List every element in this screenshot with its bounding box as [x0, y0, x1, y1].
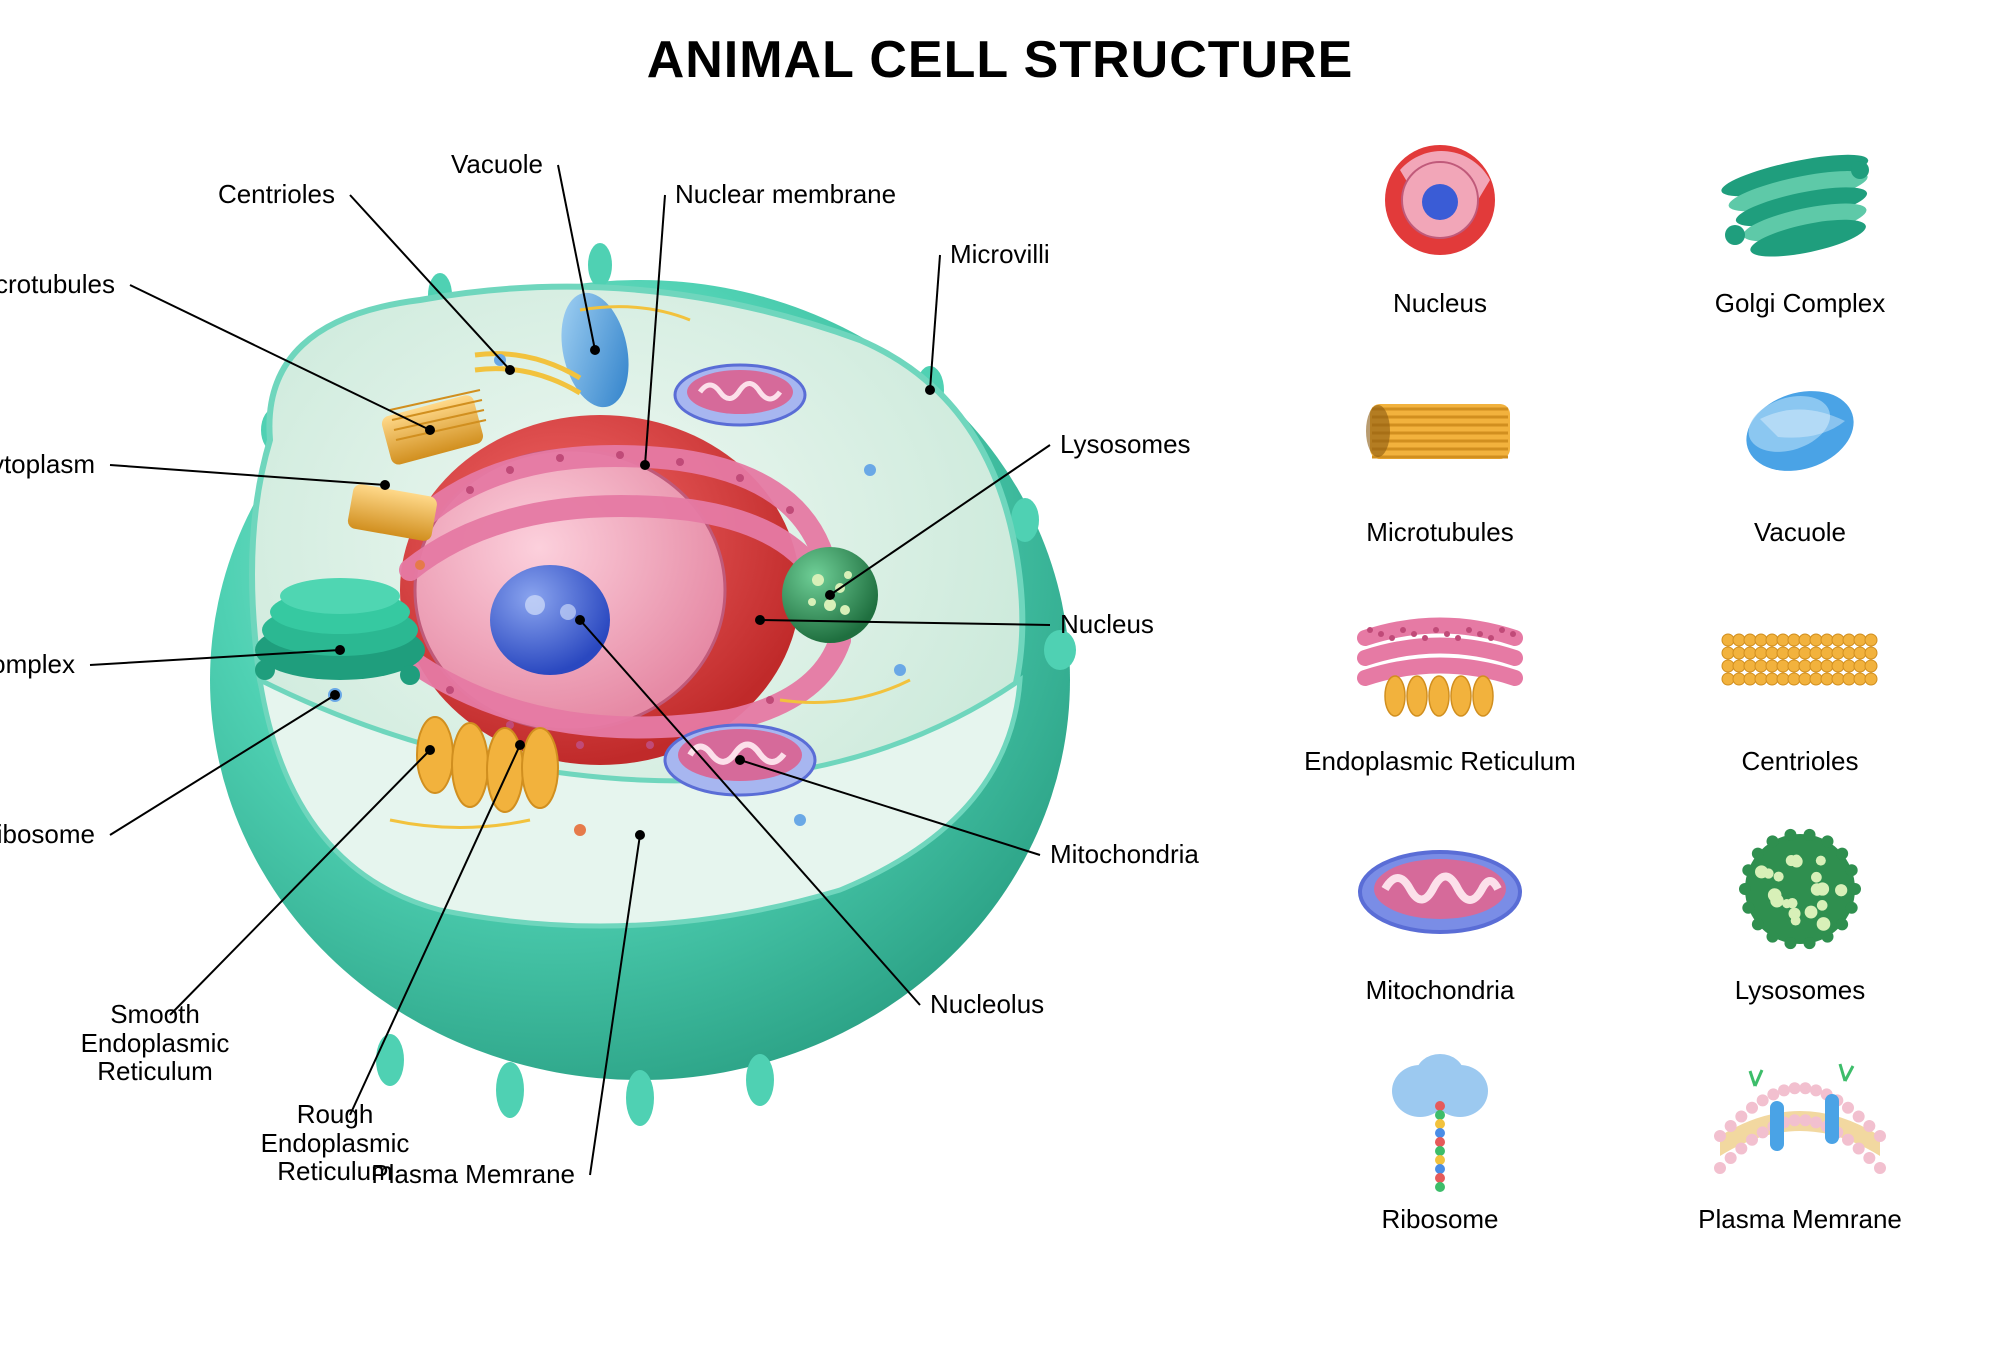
- callout-microtubules: Microtubules: [0, 270, 115, 299]
- plasma-icon: [1700, 1036, 1900, 1196]
- nucleus-icon: [1340, 120, 1540, 280]
- callout-nucleolus-label: Nucleolus: [930, 990, 1044, 1019]
- callout-mitochondria: Mitochondria: [1050, 840, 1199, 869]
- legend-label-vacuole: Vacuole: [1754, 517, 1846, 548]
- callout-cytoplasm: Cytoplasm: [0, 450, 95, 479]
- page-title: ANIMAL CELL STRUCTURE: [0, 30, 2000, 90]
- legend-label-lysosomes: Lysosomes: [1735, 975, 1866, 1006]
- mitochondria-icon: [1340, 807, 1540, 967]
- legend-label-centrioles: Centrioles: [1741, 746, 1858, 777]
- legend-label-nucleus: Nucleus: [1393, 288, 1487, 319]
- callout-golgi-complex: Golgi Complex: [0, 650, 75, 679]
- golgi-complex-shape: [255, 578, 425, 685]
- callout-nucleus-label: Nucleus: [1060, 610, 1154, 639]
- legend-item-mitochondria: Mitochondria: [1280, 807, 1600, 1006]
- microtubules-icon: [1340, 349, 1540, 509]
- legend-item-plasma: Plasma Memrane: [1640, 1036, 1960, 1235]
- mitochondria-2: [675, 365, 805, 425]
- legend-item-nucleus: Nucleus: [1280, 120, 1600, 319]
- callout-smooth-er: SmoothEndoplasmicReticulum: [45, 1000, 265, 1086]
- legend-item-golgi: Golgi Complex: [1640, 120, 1960, 319]
- legend-label-er: Endoplasmic Reticulum: [1304, 746, 1576, 777]
- centrioles-icon: [1700, 578, 1900, 738]
- er-icon: [1340, 578, 1540, 738]
- legend: Nucleus Golgi Complex Microtubules Vacuole E…: [1280, 120, 1960, 1235]
- callout-ribosome: Ribosome: [0, 820, 95, 849]
- ribosome-icon: [1340, 1036, 1540, 1196]
- legend-label-microtubules: Microtubules: [1366, 517, 1513, 548]
- cell-diagram: Vacuole Centrioles Nuclear membrane Microvi…: [40, 120, 1240, 1320]
- legend-label-plasma: Plasma Memrane: [1698, 1204, 1902, 1235]
- callout-vacuole: Vacuole: [451, 150, 543, 179]
- legend-item-vacuole: Vacuole: [1640, 349, 1960, 548]
- callout-nuclear-membrane: Nuclear membrane: [675, 180, 896, 209]
- callout-centrioles: Centrioles: [218, 180, 335, 209]
- legend-item-microtubules: Microtubules: [1280, 349, 1600, 548]
- nucleolus: [490, 565, 610, 675]
- callout-lysosomes: Lysosomes: [1060, 430, 1191, 459]
- legend-item-ribosome: Ribosome: [1280, 1036, 1600, 1235]
- cell-svg: [40, 120, 1240, 1320]
- golgi-icon: [1700, 120, 1900, 280]
- callout-microvilli: Microvilli: [950, 240, 1050, 269]
- lysosomes-icon: [1700, 807, 1900, 967]
- legend-label-golgi: Golgi Complex: [1715, 288, 1886, 319]
- legend-label-mitochondria: Mitochondria: [1366, 975, 1515, 1006]
- legend-item-lysosomes: Lysosomes: [1640, 807, 1960, 1006]
- vacuole-icon: [1700, 349, 1900, 509]
- legend-item-centrioles: Centrioles: [1640, 578, 1960, 777]
- callout-plasma-membrane: Plasma Memrane: [371, 1160, 575, 1189]
- legend-label-ribosome: Ribosome: [1381, 1204, 1498, 1235]
- legend-item-er: Endoplasmic Reticulum: [1280, 578, 1600, 777]
